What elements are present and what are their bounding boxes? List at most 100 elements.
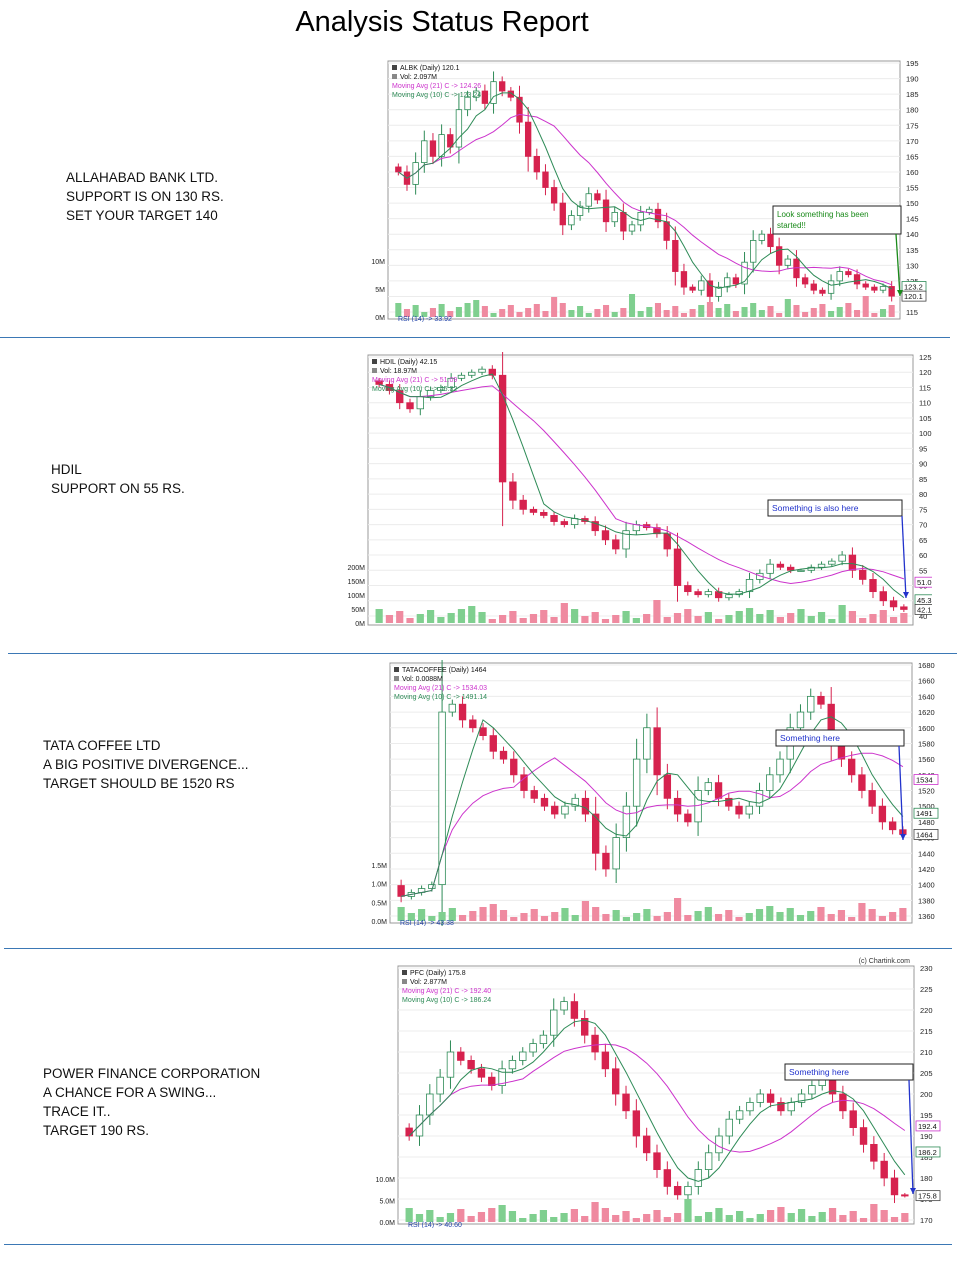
hdil-chart: 1251201151101051009590858075706560555045… (340, 352, 932, 626)
volume-axis-label: 100M (347, 593, 365, 600)
candle-icon (392, 65, 397, 70)
volume-bar (845, 303, 852, 317)
candle-body (468, 371, 476, 376)
note-line: TATA COFFEE LTD (43, 738, 161, 753)
candle-body (530, 790, 538, 799)
candle-body (796, 711, 805, 729)
candle-body (725, 1118, 733, 1137)
volume-bar (499, 910, 508, 921)
candle-body (673, 548, 682, 586)
candle-body (540, 511, 548, 516)
volume-bar (755, 909, 764, 921)
rsi-label: RSI (14) -> 33.92 (398, 316, 452, 322)
volume-bar (663, 310, 670, 317)
callout-box (775, 729, 905, 747)
price-tag-box (913, 774, 939, 785)
candle-body (479, 727, 487, 736)
y-tick-label: 1520 (918, 787, 935, 796)
candle-body (416, 396, 424, 410)
volume-bar (519, 618, 527, 623)
price-tag-box (915, 1120, 941, 1132)
candle-body (622, 530, 630, 550)
volume-bar (581, 901, 590, 921)
volume-bar (601, 1208, 609, 1222)
note-line: A CHANCE FOR A SWING... (43, 1085, 217, 1100)
volume-bar (827, 914, 835, 921)
candle-body (797, 569, 805, 572)
candle-body (612, 837, 620, 870)
candle-body (878, 805, 887, 823)
callout-box (772, 205, 902, 235)
candle-body (777, 1101, 785, 1112)
volume-bar (426, 610, 435, 623)
candle-body (663, 1169, 672, 1187)
volume-bar (520, 913, 528, 921)
candle-body (862, 283, 869, 288)
note-line: TRACE IT.. (43, 1104, 111, 1119)
pfc-chart: 2302252202152102052001951901851801751701… (370, 954, 950, 1228)
candle-body (436, 1076, 444, 1095)
y-tick-label: 1620 (918, 708, 935, 717)
volume-bar (828, 1208, 837, 1222)
candle-body (694, 1169, 703, 1187)
legend-ma21: Moving Avg (21) C -> 192.40 (402, 988, 491, 995)
y-tick-label: 85 (919, 475, 927, 484)
volume-axis-label: 50M (351, 607, 365, 614)
candle-body (766, 563, 774, 574)
volume-bar (663, 1217, 671, 1222)
volume-bar (859, 618, 867, 623)
volume-bar (724, 304, 731, 317)
volume-bar (705, 1212, 713, 1222)
volume-bar (385, 615, 394, 623)
volume-bar (479, 907, 487, 921)
y-tick-label: 175 (906, 121, 919, 130)
y-tick-label: 80 (919, 490, 927, 499)
y-tick-label: 150 (906, 199, 919, 208)
volume-bar (559, 303, 566, 317)
note-pfc: POWER FINANCE CORPORATION A CHANCE FOR A… (43, 1064, 260, 1140)
volume-bar (797, 609, 805, 623)
candle-body (520, 774, 528, 791)
candle-body (602, 199, 610, 223)
volume-bar (837, 910, 846, 921)
legend-title: ALBK (Daily) 120.1 (400, 65, 460, 72)
candle-body (622, 805, 631, 838)
legend-ma10: Moving Avg (10) C -> 123.24 (392, 92, 481, 99)
volume-bar (776, 912, 784, 921)
volume-bar (632, 1218, 640, 1222)
volume-bar (457, 609, 466, 623)
volume-bar (407, 913, 415, 921)
callout-arrow (895, 233, 901, 297)
candle-body (628, 224, 636, 232)
y-tick-label: 90 (919, 460, 927, 469)
volume-bar (622, 611, 630, 623)
y-tick-label: 1560 (918, 755, 935, 764)
legend-title: HDIL (Daily) 42.15 (380, 359, 437, 366)
volume-bar (704, 907, 712, 921)
volume-bar (889, 617, 898, 623)
y-tick-label: 1380 (918, 896, 935, 905)
candle-body (704, 782, 712, 791)
y-tick-label: 185 (906, 90, 919, 99)
candle-body (704, 1152, 713, 1171)
candle-body (787, 1101, 795, 1112)
candle-body (632, 1110, 641, 1137)
volume-bar (403, 309, 411, 317)
price-tag-label: 1464 (916, 830, 933, 839)
legend-title: PFC (Daily) 175.8 (410, 970, 466, 977)
volume-bar (870, 1204, 878, 1222)
y-tick-label: 1420 (918, 865, 935, 874)
candle-body (766, 1093, 775, 1103)
price-tag-label: 186.2 (918, 1148, 937, 1157)
candle-body (755, 790, 764, 807)
volume-bar (698, 305, 705, 317)
candle-body (421, 140, 428, 164)
candle-body (529, 1043, 537, 1053)
y-tick-label: 1400 (918, 881, 935, 890)
candle-body (455, 109, 463, 148)
volume-bar (473, 300, 480, 317)
volume-bar (880, 1210, 888, 1222)
volume-bar (612, 615, 620, 623)
separator-line (0, 337, 950, 338)
y-tick-label: 65 (919, 536, 927, 545)
